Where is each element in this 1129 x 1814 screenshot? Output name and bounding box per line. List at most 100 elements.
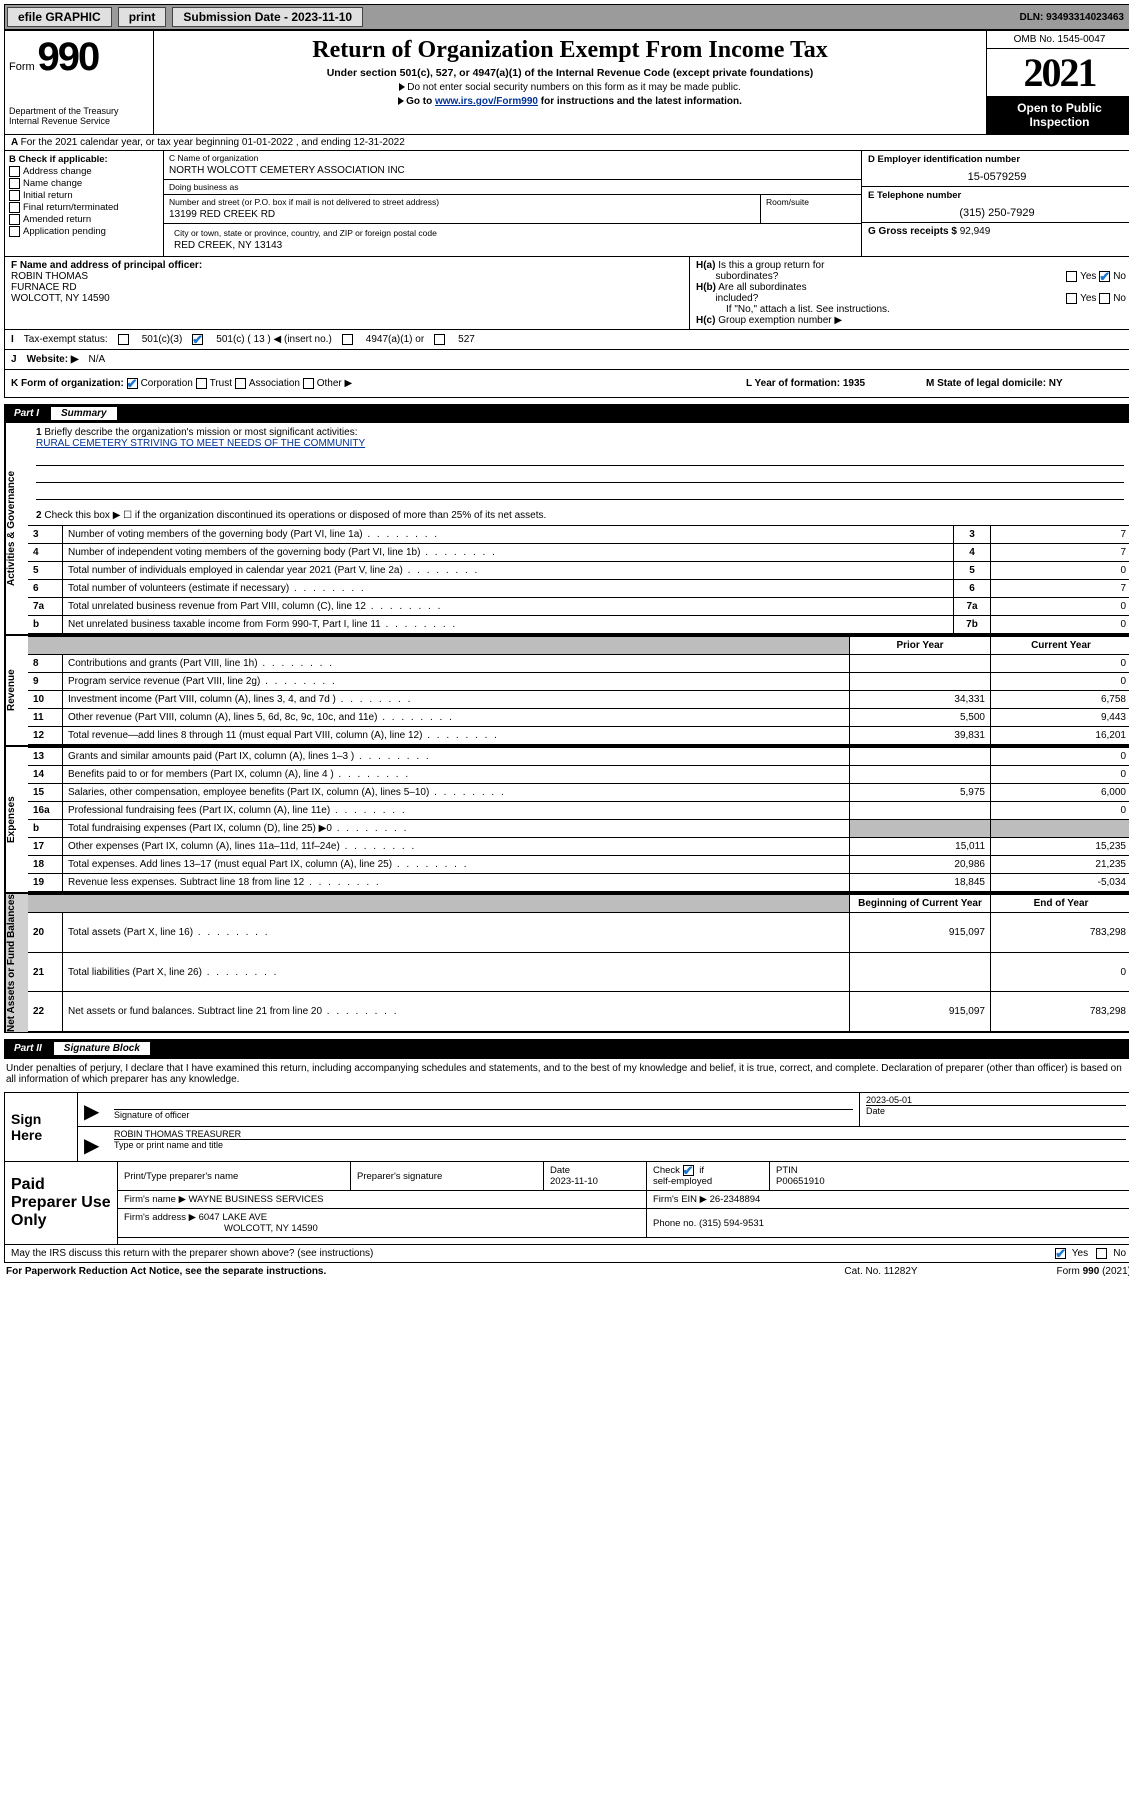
chk-other[interactable]: [303, 378, 314, 389]
ha-no[interactable]: [1099, 271, 1110, 282]
table-row: 10Investment income (Part VIII, column (…: [28, 691, 1129, 709]
ssn-note: Do not enter social security numbers on …: [162, 82, 978, 93]
table-row: 6Total number of volunteers (estimate if…: [28, 580, 1129, 598]
gross-value: 92,949: [960, 226, 991, 237]
discuss-no[interactable]: [1096, 1248, 1107, 1259]
line2-discontinued: 2 Check this box ▶ ☐ if the organization…: [28, 506, 1129, 525]
org-name-label: C Name of organization: [164, 151, 861, 165]
vtab-netassets: Net Assets or Fund Balances: [5, 894, 28, 1032]
expenses-table: 13Grants and similar amounts paid (Part …: [28, 747, 1129, 892]
efile-button[interactable]: efile GRAPHIC: [7, 7, 112, 27]
footer-row: For Paperwork Reduction Act Notice, see …: [4, 1263, 1129, 1280]
hc-line: H(c) Group exemption number ▶: [696, 315, 1126, 326]
chk-name-change[interactable]: Name change: [9, 178, 159, 189]
officer-addr2: WOLCOTT, NY 14590: [11, 293, 110, 304]
hb-yes[interactable]: [1066, 293, 1077, 304]
chk-527[interactable]: [434, 334, 445, 345]
prep-selfemp: Check ifself-employed: [647, 1162, 770, 1191]
part2-header: Part II Signature Block: [4, 1039, 1129, 1058]
form-word: Form: [9, 61, 35, 73]
chk-trust[interactable]: [196, 378, 207, 389]
table-row: 11Other revenue (Part VIII, column (A), …: [28, 709, 1129, 727]
ha-yes[interactable]: [1066, 271, 1077, 282]
hb-line: H(b) Are all subordinates included? Yes …: [696, 282, 1126, 304]
table-row: 12Total revenue—add lines 8 through 11 (…: [28, 727, 1129, 745]
chk-4947[interactable]: [342, 334, 353, 345]
table-row: 3Number of voting members of the governi…: [28, 526, 1129, 544]
principal-officer: F Name and address of principal officer:…: [5, 257, 690, 329]
dln-label: DLN: 93493314023463: [1019, 12, 1129, 23]
phone-cell: E Telephone number (315) 250-7929: [862, 187, 1129, 223]
instructions-note: Go to www.irs.gov/Form990 for instructio…: [162, 96, 978, 107]
table-row: 15Salaries, other compensation, employee…: [28, 784, 1129, 802]
org-name: NORTH WOLCOTT CEMETERY ASSOCIATION INC: [164, 165, 861, 179]
sig-date-cell: 2023-05-01 Date: [860, 1093, 1129, 1126]
prep-ptin: PTINP00651910: [770, 1162, 1129, 1191]
table-row: 20Total assets (Part X, line 16)915,0977…: [28, 913, 1129, 953]
city-cell: City or town, state or province, country…: [164, 224, 862, 256]
tax-year: 2021: [987, 49, 1129, 96]
hb-note: If "No," attach a list. See instructions…: [696, 304, 1126, 315]
form-title-box: Return of Organization Exempt From Incom…: [154, 31, 986, 134]
chk-application-pending[interactable]: Application pending: [9, 226, 159, 237]
chk-501c3[interactable]: [118, 334, 129, 345]
prep-date: Date2023-11-10: [544, 1162, 647, 1191]
print-button[interactable]: print: [118, 7, 167, 27]
table-row: 19Revenue less expenses. Subtract line 1…: [28, 874, 1129, 892]
dba-cell: Doing business as: [164, 180, 862, 195]
form-header: Form 990 Department of the TreasuryInter…: [4, 30, 1129, 135]
chk-association[interactable]: [235, 378, 246, 389]
firm-phone-cell: Phone no. (315) 594-9531: [647, 1209, 1129, 1238]
table-row: 14Benefits paid to or for members (Part …: [28, 766, 1129, 784]
chk-corporation[interactable]: [127, 378, 138, 389]
year-formation: L Year of formation: 1935: [746, 378, 926, 389]
mission-text: RURAL CEMETERY STRIVING TO MEET NEEDS OF…: [36, 438, 365, 449]
entity-info-block: B Check if applicable: Address change Na…: [4, 151, 1129, 257]
department-label: Department of the TreasuryInternal Reven…: [9, 106, 149, 126]
omb-number: OMB No. 1545-0047: [987, 31, 1129, 49]
sign-here-label: Sign Here: [5, 1093, 78, 1161]
table-row: 4Number of independent voting members of…: [28, 544, 1129, 562]
street-value: 13199 RED CREEK RD: [164, 209, 760, 223]
chk-address-change[interactable]: Address change: [9, 166, 159, 177]
phone-value: (315) 250-7929: [868, 207, 1126, 219]
table-row: 5Total number of individuals employed in…: [28, 562, 1129, 580]
irs-link[interactable]: www.irs.gov/Form990: [435, 96, 538, 107]
chk-amended[interactable]: Amended return: [9, 214, 159, 225]
officer-addr1: FURNACE RD: [11, 282, 77, 293]
top-toolbar: efile GRAPHIC print Submission Date - 20…: [4, 4, 1129, 30]
sig-arrow-icon: ▶: [78, 1093, 108, 1126]
part1-header: Part I Summary: [4, 404, 1129, 423]
year-box: OMB No. 1545-0047 2021 Open to Public In…: [986, 31, 1129, 134]
street-cell: Number and street (or P.O. box if mail i…: [164, 195, 761, 223]
table-row: 22Net assets or fund balances. Subtract …: [28, 992, 1129, 1032]
table-row: bTotal fundraising expenses (Part IX, co…: [28, 820, 1129, 838]
discuss-yes[interactable]: [1055, 1248, 1066, 1259]
cat-no: Cat. No. 11282Y: [781, 1266, 981, 1277]
sig-arrow-icon: ▶: [78, 1127, 108, 1160]
city-value: RED CREEK, NY 13143: [169, 240, 856, 254]
chk-final-return[interactable]: Final return/terminated: [9, 202, 159, 213]
vtab-revenue: Revenue: [5, 636, 28, 745]
group-return-section: H(a) Is this a group return for subordin…: [690, 257, 1129, 329]
hb-no[interactable]: [1099, 293, 1110, 304]
table-row: 18Total expenses. Add lines 13–17 (must …: [28, 856, 1129, 874]
mission-section: 1 Briefly describe the organization's mi…: [28, 423, 1129, 506]
firm-name-cell: Firm's name ▶ WAYNE BUSINESS SERVICES: [118, 1191, 647, 1209]
prep-name-hdr: Print/Type preparer's name: [118, 1162, 351, 1191]
netassets-table: Beginning of Current YearEnd of Year 20T…: [28, 894, 1129, 1032]
b-title: B Check if applicable:: [9, 154, 159, 165]
chk-self-employed[interactable]: [683, 1165, 694, 1176]
table-row: 16aProfessional fundraising fees (Part I…: [28, 802, 1129, 820]
chk-501c[interactable]: [192, 334, 203, 345]
officer-signature-line: Signature of officer: [108, 1093, 860, 1126]
form-number: 990: [37, 35, 98, 79]
org-name-cell: C Name of organization NORTH WOLCOTT CEM…: [164, 151, 862, 180]
chk-initial-return[interactable]: Initial return: [9, 190, 159, 201]
ha-line: H(a) Is this a group return for subordin…: [696, 260, 1126, 282]
triangle-icon: [398, 97, 404, 105]
paperwork-notice: For Paperwork Reduction Act Notice, see …: [6, 1266, 781, 1277]
triangle-icon: [399, 83, 405, 91]
prep-sig-hdr: Preparer's signature: [351, 1162, 544, 1191]
governance-table: 3Number of voting members of the governi…: [28, 525, 1129, 634]
